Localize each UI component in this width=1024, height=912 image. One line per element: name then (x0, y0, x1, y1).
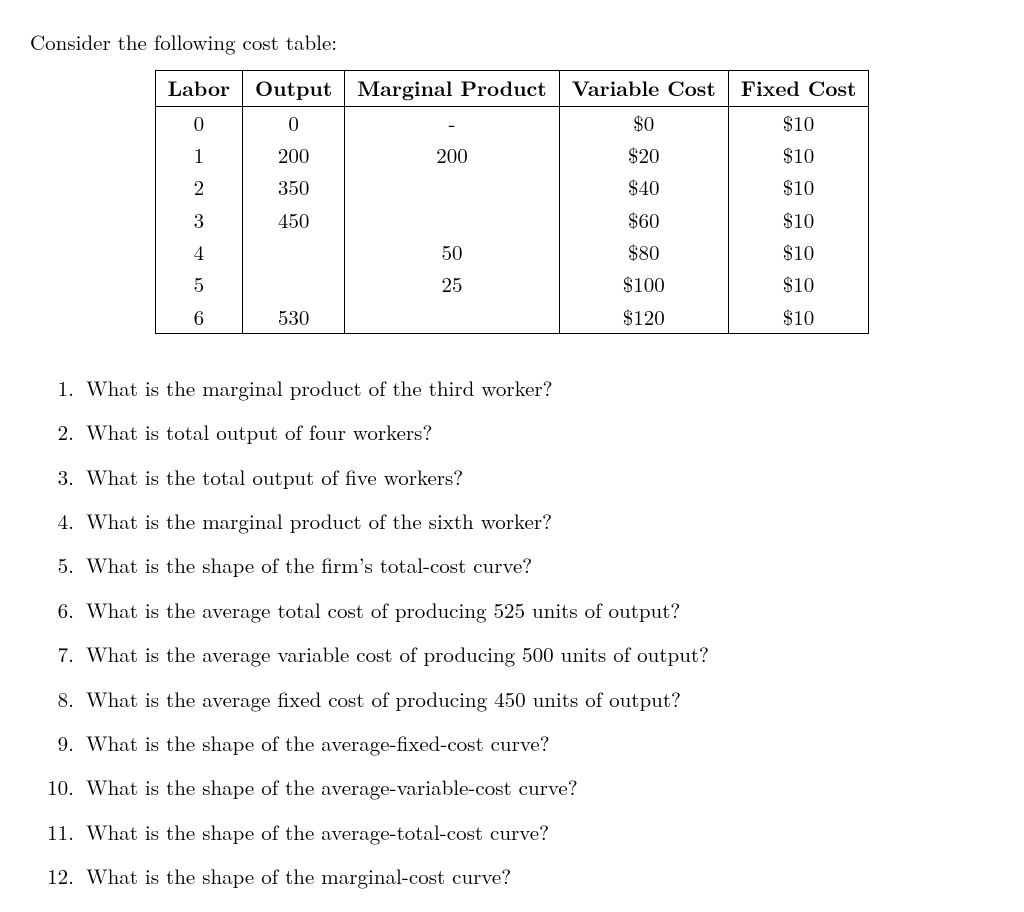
table-row: 1 200 200 $20 $10 (155, 139, 869, 171)
cost-table: Labor Output Marginal Product Variable C… (155, 70, 870, 334)
intro-text: Consider the following cost table: (30, 28, 994, 56)
cell: $10 (728, 204, 869, 236)
cell: $80 (559, 236, 728, 268)
table-row: 0 0 - $0 $10 (155, 106, 869, 139)
cell: $120 (559, 301, 728, 334)
cost-table-wrapper: Labor Output Marginal Product Variable C… (30, 70, 994, 334)
cell: $0 (559, 106, 728, 139)
cell: $10 (728, 268, 869, 300)
cell: 0 (243, 106, 345, 139)
cell: 1 (155, 139, 242, 171)
table-header-row: Labor Output Marginal Product Variable C… (155, 71, 869, 106)
cell: 25 (345, 268, 559, 300)
cell: 6 (155, 301, 242, 334)
cell: $10 (728, 171, 869, 203)
question-item: What is the average variable cost of pro… (78, 640, 994, 668)
cell: 0 (155, 106, 242, 139)
cell (243, 268, 345, 300)
question-item: What is the marginal product of the sixt… (78, 507, 994, 535)
cell (345, 204, 559, 236)
cell: - (345, 106, 559, 139)
col-header: Variable Cost (559, 71, 728, 106)
cell: $60 (559, 204, 728, 236)
question-item: What is the shape of the average-total-c… (78, 818, 994, 846)
col-header: Marginal Product (345, 71, 559, 106)
question-item: What is the shape of the average-fixed-c… (78, 729, 994, 757)
cell: $10 (728, 301, 869, 334)
col-header: Labor (155, 71, 242, 106)
question-item: What is the shape of the firm’s total-co… (78, 551, 994, 579)
cell: 3 (155, 204, 242, 236)
col-header: Fixed Cost (728, 71, 869, 106)
question-item: What is the average total cost of produc… (78, 596, 994, 624)
cell: $10 (728, 236, 869, 268)
cell: 50 (345, 236, 559, 268)
cell: 200 (243, 139, 345, 171)
question-item: What is the average fixed cost of produc… (78, 685, 994, 713)
table-row: 2 350 $40 $10 (155, 171, 869, 203)
question-item: What is the shape of the marginal-cost c… (78, 862, 994, 890)
cell: 200 (345, 139, 559, 171)
cell: 450 (243, 204, 345, 236)
table-row: 5 25 $100 $10 (155, 268, 869, 300)
table-row: 6 530 $120 $10 (155, 301, 869, 334)
cell: 5 (155, 268, 242, 300)
question-item: What is total output of four workers? (78, 418, 994, 446)
cell: 530 (243, 301, 345, 334)
cell: $10 (728, 106, 869, 139)
table-row: 3 450 $60 $10 (155, 204, 869, 236)
cell: $20 (559, 139, 728, 171)
questions-list: What is the marginal product of the thir… (30, 374, 994, 890)
question-item: What is the shape of the average-variabl… (78, 773, 994, 801)
cell (345, 171, 559, 203)
question-item: What is the marginal product of the thir… (78, 374, 994, 402)
cell: $40 (559, 171, 728, 203)
cell: 2 (155, 171, 242, 203)
cell: $10 (728, 139, 869, 171)
cell (243, 236, 345, 268)
cell (345, 301, 559, 334)
question-item: What is the total output of five workers… (78, 463, 994, 491)
cell: $100 (559, 268, 728, 300)
cell: 4 (155, 236, 242, 268)
cell: 350 (243, 171, 345, 203)
col-header: Output (243, 71, 345, 106)
table-row: 4 50 $80 $10 (155, 236, 869, 268)
